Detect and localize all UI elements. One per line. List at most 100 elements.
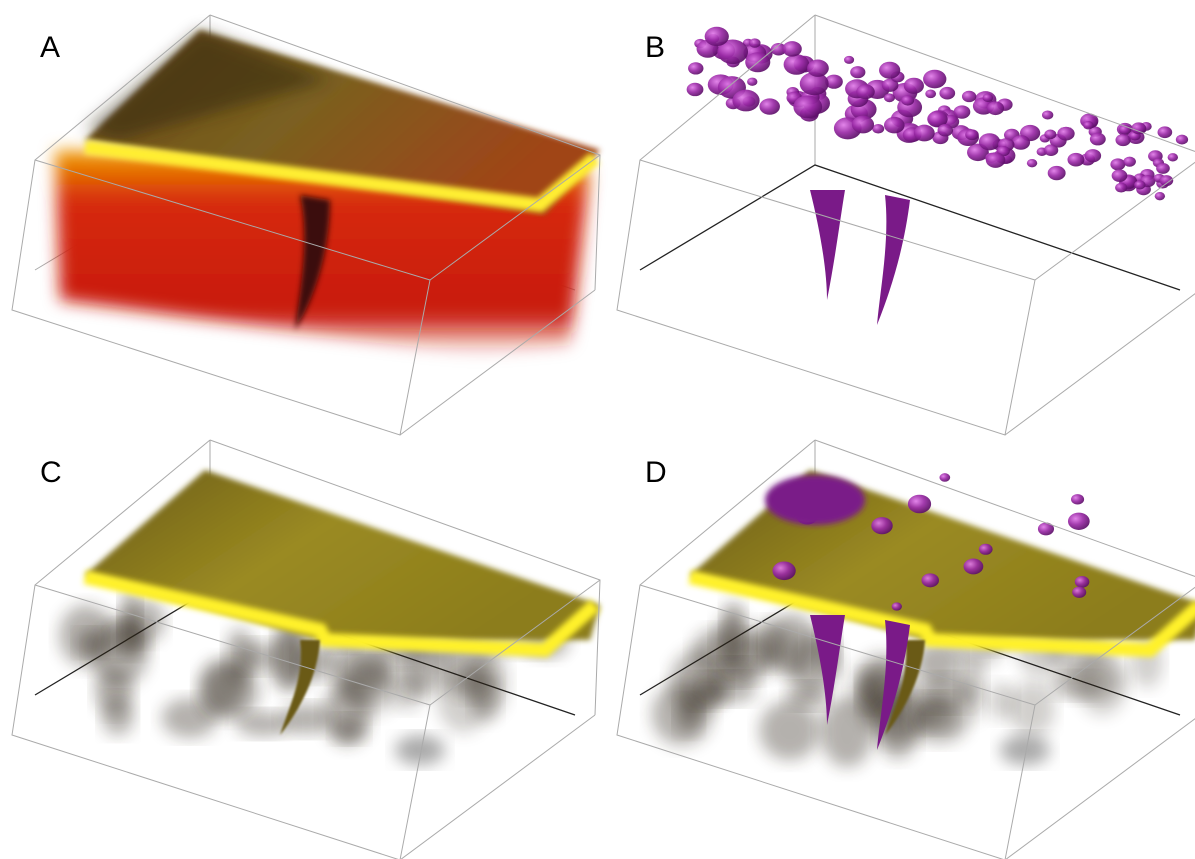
dark-smudge: [910, 698, 969, 743]
dark-smudge: [90, 617, 149, 687]
purple-blob: [732, 89, 760, 112]
dark-smudge: [1009, 681, 1055, 737]
purple-blob: [901, 95, 915, 106]
box-edge: [34, 159, 431, 281]
dark-smudge: [987, 682, 1016, 721]
dark-smudge: [332, 716, 366, 742]
purple-blob: [883, 93, 895, 103]
purple-blob: [879, 61, 901, 79]
purple-drip: [810, 190, 845, 300]
purple-blob: [1067, 512, 1090, 530]
dark-smudge: [235, 711, 291, 737]
purple-blob: [925, 89, 937, 99]
purple-blob: [986, 101, 1005, 116]
purple-blob: [923, 69, 947, 89]
purple-blob: [717, 39, 749, 65]
purple-blob: [1134, 180, 1146, 190]
purple-blob: [1084, 149, 1102, 163]
purple-blob: [1154, 192, 1166, 201]
purple-blob: [1057, 126, 1075, 141]
box-edge: [639, 164, 1181, 291]
dark-smudge: [395, 735, 445, 765]
purple-blob: [747, 77, 758, 86]
purple-blob: [1156, 162, 1170, 174]
purple-blob: [759, 98, 780, 115]
purple-blob: [1123, 156, 1136, 167]
box-edge: [639, 584, 1036, 706]
purple-drip: [810, 615, 845, 725]
panel: B: [616, 14, 1195, 436]
yellow-edge: [688, 570, 1195, 658]
dark-smudge: [101, 696, 134, 736]
purple-drip: [877, 195, 910, 325]
box-edge: [616, 14, 1195, 436]
purple-drip: [877, 620, 910, 750]
dark-smudge: [766, 613, 819, 676]
crack: [885, 640, 925, 735]
purple-blob: [851, 115, 875, 134]
dark-smudge: [1000, 735, 1050, 765]
purple-blob: [963, 558, 984, 575]
dark-band: [85, 30, 330, 140]
purple-blob: [686, 82, 704, 97]
purple-blob: [1026, 159, 1038, 168]
purple-blob: [1089, 132, 1106, 146]
purple-blob: [1074, 576, 1090, 588]
box-edge: [11, 439, 601, 859]
dark-smudge: [858, 671, 881, 710]
purple-blob: [985, 152, 1006, 168]
purple-blob: [1072, 586, 1087, 598]
purple-blob: [913, 124, 935, 142]
purple-blob: [1011, 135, 1031, 150]
purple-blob: [1083, 121, 1094, 130]
purple-blob: [1071, 494, 1085, 505]
purple-blob: [1110, 158, 1126, 171]
dark-smudge: [1077, 648, 1128, 715]
purple-blob: [953, 105, 971, 119]
purple-blob: [871, 517, 893, 535]
purple-blob: [807, 59, 829, 77]
purple-blob: [748, 38, 761, 48]
purple-blob: [1044, 129, 1057, 140]
purple-blob: [903, 77, 924, 94]
purple-blob: [872, 123, 885, 134]
purple-blob: [799, 72, 829, 96]
box-edge: [814, 439, 1195, 577]
purple-blob: [793, 95, 823, 119]
purple-blob: [1047, 165, 1066, 181]
panel-label: A: [40, 31, 60, 64]
purple-cluster: [765, 475, 865, 525]
panel-label: C: [40, 456, 62, 489]
purple-blob: [704, 26, 729, 47]
panel: A: [11, 14, 601, 436]
purple-blob: [1159, 175, 1174, 187]
top-surface: [690, 470, 1195, 640]
dark-smudge: [914, 641, 961, 686]
purple-blob: [927, 110, 948, 128]
purple-blob: [1067, 152, 1085, 167]
panel-label: B: [645, 31, 665, 64]
box-edge: [616, 439, 1195, 859]
purple-blob: [881, 78, 899, 92]
panel-label: D: [645, 456, 667, 489]
dark-smudge: [820, 696, 874, 768]
yellow-edge: [83, 570, 600, 658]
purple-blob: [1157, 126, 1173, 139]
purple-blob: [856, 84, 875, 100]
purple-blob: [770, 43, 787, 56]
purple-blob: [965, 129, 979, 141]
box-edge: [11, 14, 601, 436]
yellow-edge: [84, 140, 600, 213]
purple-blob: [1042, 110, 1054, 120]
box-edge: [399, 289, 596, 436]
top-surface: [85, 470, 600, 640]
purple-blob: [1043, 144, 1059, 156]
purple-blob: [907, 494, 932, 514]
box-edge: [400, 714, 596, 859]
purple-blob: [939, 473, 951, 482]
crack: [280, 640, 320, 735]
purple-blob: [844, 55, 855, 64]
panel: D: [616, 439, 1195, 859]
box-edge: [639, 159, 1036, 281]
